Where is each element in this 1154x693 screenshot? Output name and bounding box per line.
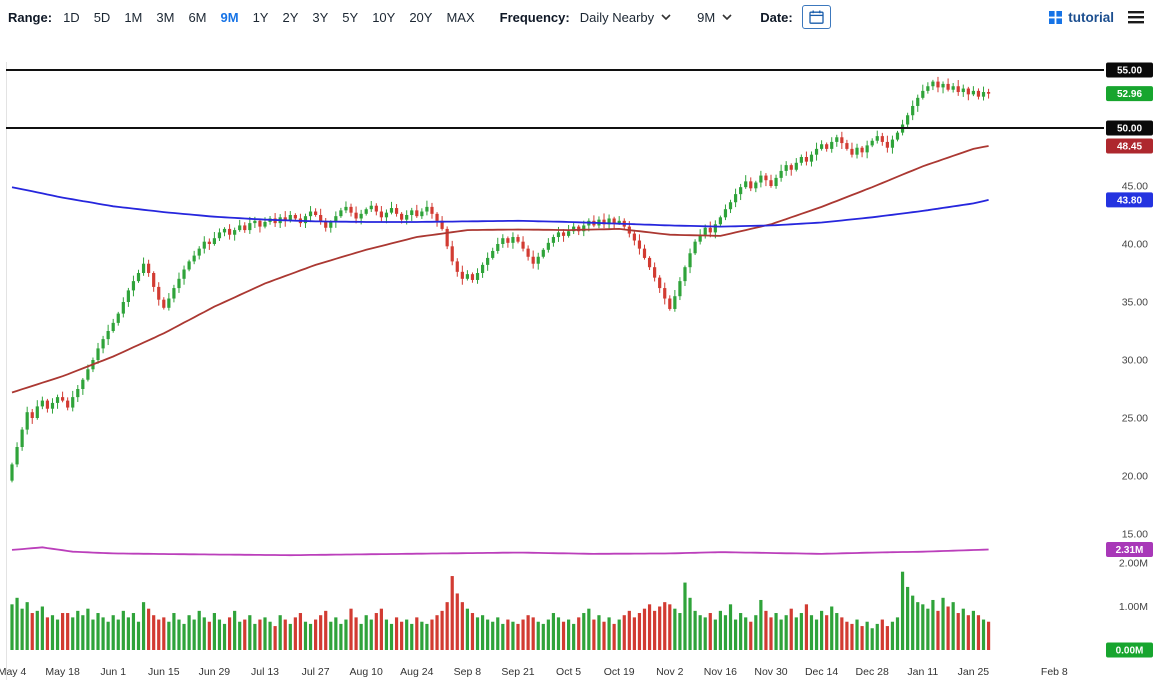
range-option-20y[interactable]: 20Y	[409, 9, 433, 25]
axis-tick-label: 45.00	[1122, 181, 1148, 193]
range-option-9m[interactable]: 9M	[220, 9, 239, 25]
range-option-1m[interactable]: 1M	[124, 9, 143, 25]
range-option-3y[interactable]: 3Y	[312, 9, 329, 25]
chevron-down-icon	[722, 14, 732, 20]
range-option-5d[interactable]: 5D	[93, 9, 111, 25]
menu-button[interactable]	[1128, 10, 1144, 24]
axis-tick-label: 20.00	[1122, 471, 1148, 483]
date-picker-button[interactable]	[801, 5, 831, 29]
axis-tick-label: 40.00	[1122, 239, 1148, 251]
x-axis-label: Oct 19	[604, 666, 635, 678]
axis-badge	[1106, 62, 1153, 78]
x-axis-label: Jun 15	[148, 666, 180, 678]
x-axis-label: Sep 21	[501, 666, 534, 678]
axis-badge-label: 48.45	[1117, 141, 1142, 152]
x-axis-label: Jul 13	[251, 666, 279, 678]
date-label: Date:	[760, 9, 793, 25]
x-axis-label: Nov 16	[704, 666, 737, 678]
x-axis-label: May 4	[0, 666, 26, 678]
axis-tick-label: 2.00M	[1119, 558, 1148, 570]
range-option-6m[interactable]: 6M	[188, 9, 207, 25]
x-axis-labels: May 4 May 18 Jun 1 Jun 15 Jun 29 Jul 13 Jul 27…	[0, 666, 1068, 678]
frequency-value: Daily Nearby	[579, 9, 655, 25]
x-axis-label: May 18	[45, 666, 80, 678]
axis-badge-label: 43.80	[1117, 195, 1142, 206]
x-axis-label: Dec 14	[805, 666, 838, 678]
range-option-5y[interactable]: 5Y	[342, 9, 359, 25]
frequency-label: Frequency:	[499, 9, 570, 25]
axis-badge-label: 0.00M	[1116, 646, 1144, 657]
x-axis-label: Jan 11	[907, 666, 938, 678]
range-option-3m[interactable]: 3M	[156, 9, 175, 25]
axis-badge	[1106, 120, 1153, 136]
tutorial-link[interactable]: tutorial	[1049, 10, 1114, 25]
candles	[10, 76, 991, 483]
range-option-10y[interactable]: 10Y	[372, 9, 396, 25]
frequency-dropdown[interactable]: Daily Nearby	[580, 10, 671, 25]
aggregation-value: 9M	[697, 9, 716, 25]
axis-badge-label: 50.00	[1117, 124, 1142, 135]
hamburger-menu-icon	[1128, 10, 1144, 23]
tutorial-icon	[1049, 10, 1063, 24]
range-option-2y[interactable]: 2Y	[282, 9, 299, 25]
volume-ma-line	[11, 546, 989, 557]
axis-badge	[1106, 86, 1153, 102]
axis-tick-label: 30.00	[1122, 355, 1148, 367]
x-axis-label: Jul 27	[302, 666, 330, 678]
x-axis-label: Aug 24	[400, 666, 433, 678]
aggregation-dropdown[interactable]: 9M	[697, 10, 732, 25]
x-axis-label: Oct 5	[556, 666, 581, 678]
x-axis-label: Aug 10	[350, 666, 383, 678]
axis-badge-label: 52.96	[1117, 89, 1142, 100]
tutorial-label: tutorial	[1068, 9, 1114, 25]
x-axis-label: Sep 8	[454, 666, 482, 678]
range-label: Range:	[8, 9, 53, 25]
x-axis-label: Nov 2	[656, 666, 684, 678]
range-option-max[interactable]: MAX	[446, 9, 475, 25]
x-axis-label: Feb 8	[1041, 666, 1068, 678]
toolbar: Range: 1D 5D 1M 3M 6M 9M 1Y 2Y 3Y 5Y 10Y…	[0, 0, 1154, 34]
axis-tick-label: 15.00	[1122, 529, 1148, 541]
ma-blue-line	[11, 186, 989, 228]
axis-badge-label: 55.00	[1117, 66, 1142, 77]
x-axis-label: Jun 29	[199, 666, 231, 678]
right-axis: 55.00 52.96 50.00 48.45 45.00 43.80 40.00 35.00…	[1106, 62, 1153, 658]
axis-badge-label: 2.31M	[1116, 545, 1144, 556]
axis-badge	[1106, 642, 1153, 658]
axis-tick-label: 35.00	[1122, 297, 1148, 309]
ma-red-line	[11, 145, 989, 394]
axis-tick-label: 25.00	[1122, 413, 1148, 425]
x-axis-label: Jan 25	[958, 666, 990, 678]
range-option-1d[interactable]: 1D	[63, 9, 80, 25]
range-option-1y[interactable]: 1Y	[252, 9, 269, 25]
range-selector: 1D 5D 1M 3M 6M 9M 1Y 2Y 3Y 5Y 10Y 20Y MA…	[56, 10, 482, 25]
chevron-down-icon	[661, 14, 671, 20]
axis-badge	[1106, 542, 1153, 558]
x-axis-label: Dec 28	[856, 666, 889, 678]
calendar-icon	[809, 10, 824, 24]
axis-tick-label: 1.00M	[1119, 601, 1148, 613]
axis-badge	[1106, 192, 1153, 208]
volume-bars	[10, 571, 991, 650]
chart-area[interactable]: 55.00 52.96 50.00 48.45 45.00 43.80 40.00 35.00…	[0, 40, 1154, 693]
x-axis-label: Nov 30	[754, 666, 787, 678]
chart-canvas[interactable]: 55.00 52.96 50.00 48.45 45.00 43.80 40.00 35.00…	[0, 40, 1154, 693]
axis-badge	[1106, 138, 1153, 154]
x-axis-label: Jun 1	[100, 666, 126, 678]
